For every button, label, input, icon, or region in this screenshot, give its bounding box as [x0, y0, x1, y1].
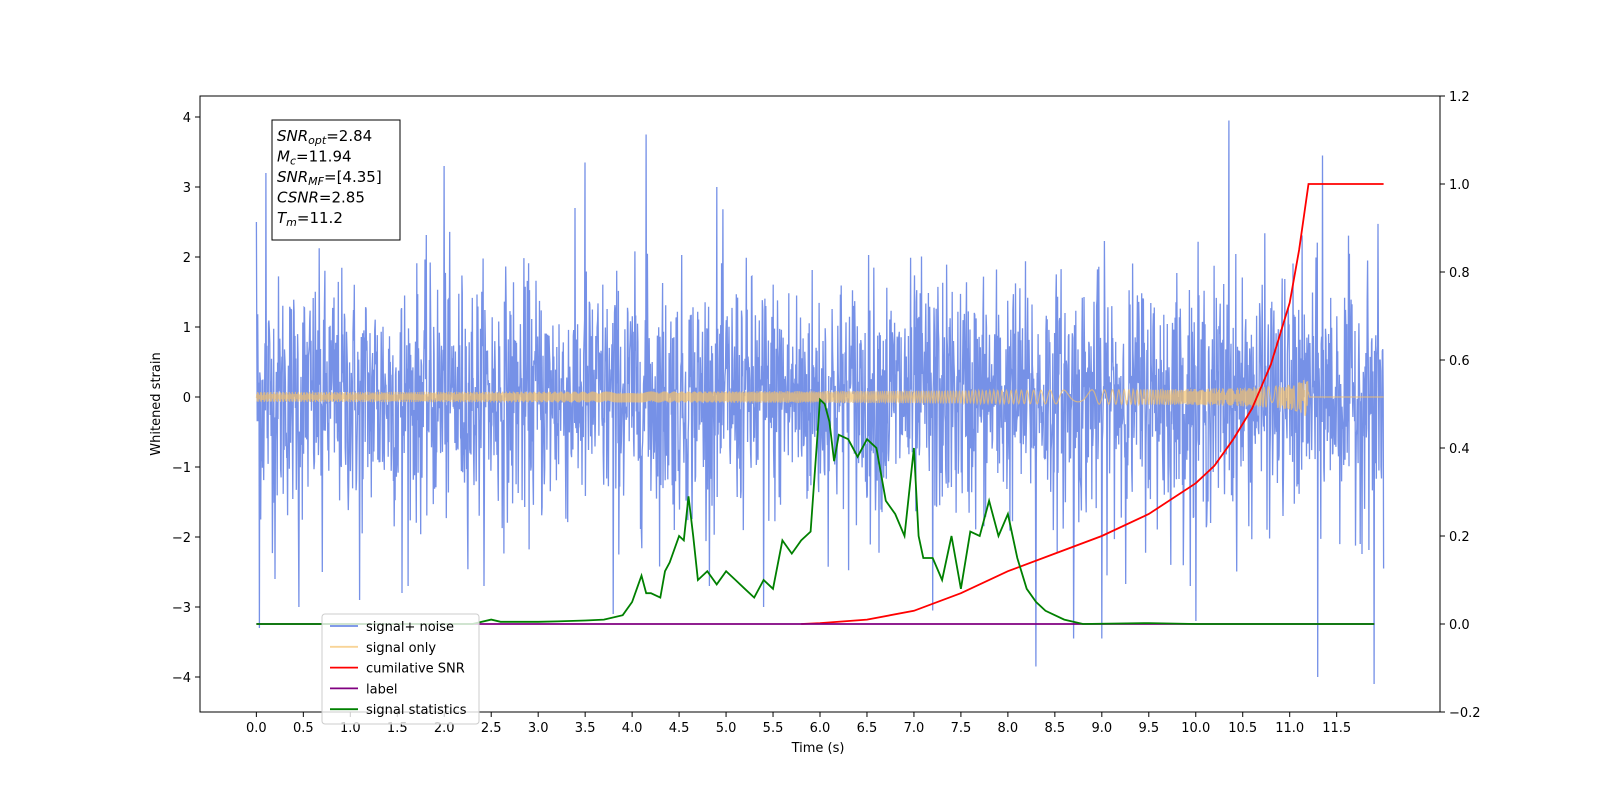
- y2-tick-label: 1.0: [1449, 178, 1470, 193]
- x-tick-label: 5.0: [716, 721, 737, 736]
- x-tick-label: 7.0: [904, 721, 925, 736]
- y2-tick-label: 0.8: [1449, 266, 1470, 281]
- y-tick-label: 1: [183, 321, 191, 336]
- annotation-subscript: MF: [308, 175, 324, 188]
- annotation-line: Tm=11.2: [277, 209, 343, 229]
- annotation-frame: [271, 119, 401, 241]
- x-tick-label: 7.5: [951, 721, 972, 736]
- x-tick-label: 6.0: [810, 721, 831, 736]
- annotation-value: =11.94: [296, 148, 352, 166]
- y-tick-label: 2: [183, 251, 191, 266]
- annotation-line: SNRMF=[4.35]: [277, 168, 382, 188]
- y2-tick-label: 0.2: [1449, 530, 1470, 545]
- x-tick-label: 6.5: [857, 721, 878, 736]
- y-axis-ticks: 4 3 2 1 0 −1 −2 −3 −4: [172, 111, 200, 686]
- x-tick-label: 9.5: [1138, 721, 1159, 736]
- annotation-symbol: SNR: [277, 168, 308, 186]
- annotation-subscript: c: [290, 155, 296, 168]
- legend: signal+ noise signal only cumilative SNR la…: [321, 613, 480, 725]
- legend-entry: signal+ noise: [366, 620, 454, 635]
- x-tick-label: 4.0: [622, 721, 643, 736]
- annotation-symbol: T: [277, 209, 288, 227]
- y2-tick-label: 1.2: [1449, 90, 1470, 105]
- x-tick-label: 9.0: [1091, 721, 1112, 736]
- x-tick-label: 11.5: [1322, 721, 1351, 736]
- x-tick-label: 0.5: [293, 721, 314, 736]
- x-tick-label: 8.0: [998, 721, 1019, 736]
- annotation-line: SNRopt=2.84: [277, 127, 372, 147]
- series-line-signal-only: [255, 379, 1384, 416]
- x-tick-label: 4.5: [669, 721, 690, 736]
- annotation-value: =11.2: [297, 209, 343, 227]
- annotation-line: Mc=11.94: [277, 148, 352, 168]
- x-tick-label: 3.0: [528, 721, 549, 736]
- x-axis-label: Time (s): [791, 741, 845, 756]
- series-line-cumilative-snr: [801, 183, 1384, 625]
- x-tick-label: 10.5: [1228, 721, 1257, 736]
- legend-entry: signal only: [366, 641, 436, 656]
- legend-entry: label: [366, 682, 397, 697]
- y2-tick-label: 0.4: [1449, 442, 1470, 457]
- annotation-symbol: M: [277, 148, 290, 166]
- x-tick-label: 8.5: [1045, 721, 1066, 736]
- y-tick-label: −3: [172, 601, 191, 616]
- annotation-box: SNRopt=2.84Mc=11.94SNRMF=[4.35]CSNR=2.85…: [271, 119, 401, 241]
- annotation-subscript: m: [286, 216, 297, 229]
- annotation-subscript: opt: [308, 134, 327, 147]
- y-tick-label: 0: [183, 391, 191, 406]
- series-line-signal-statistics: [256, 397, 1375, 625]
- y-axis-label: Whitened strain: [149, 352, 164, 455]
- y-tick-label: −4: [172, 671, 191, 686]
- y-tick-label: −1: [172, 461, 191, 476]
- annotation-value: =[4.35]: [324, 168, 382, 186]
- x-axis-ticks: 0.0 0.5 1.0 1.5 2.0 2.5 3.0 3.5 4.0 4.5 5.0 5.5 6.0 6…: [246, 712, 1351, 736]
- x-tick-label: 5.5: [763, 721, 784, 736]
- annotation-value: =2.84: [326, 127, 372, 145]
- y2-tick-label: −0.2: [1449, 706, 1481, 721]
- annotation-line: CSNR=2.85: [277, 189, 365, 207]
- y2-axis-ticks: 1.2 1.0 0.8 0.6 0.4 0.2 0.0 −0.2: [1440, 90, 1481, 721]
- legend-entry: cumilative SNR: [366, 662, 465, 677]
- x-tick-label: 11.0: [1275, 721, 1304, 736]
- x-tick-label: 10.0: [1181, 721, 1210, 736]
- x-tick-label: 1.5: [387, 721, 408, 736]
- x-tick-label: 3.5: [575, 721, 596, 736]
- annotation-value: =2.85: [319, 189, 365, 207]
- x-tick-label: 1.0: [340, 721, 361, 736]
- legend-entry: signal statistics: [366, 703, 467, 718]
- y2-tick-label: 0.6: [1449, 354, 1470, 369]
- annotation-symbol: SNR: [277, 127, 308, 145]
- x-tick-label: 2.0: [434, 721, 455, 736]
- legend-frame: [321, 613, 480, 725]
- y-tick-label: 4: [183, 111, 191, 126]
- y-tick-label: −2: [172, 531, 191, 546]
- y2-tick-label: 0.0: [1449, 618, 1470, 633]
- x-tick-label: 2.5: [481, 721, 502, 736]
- annotation-symbol: CSNR: [277, 189, 319, 207]
- y-tick-label: 3: [183, 181, 191, 196]
- x-tick-label: 0.0: [246, 721, 267, 736]
